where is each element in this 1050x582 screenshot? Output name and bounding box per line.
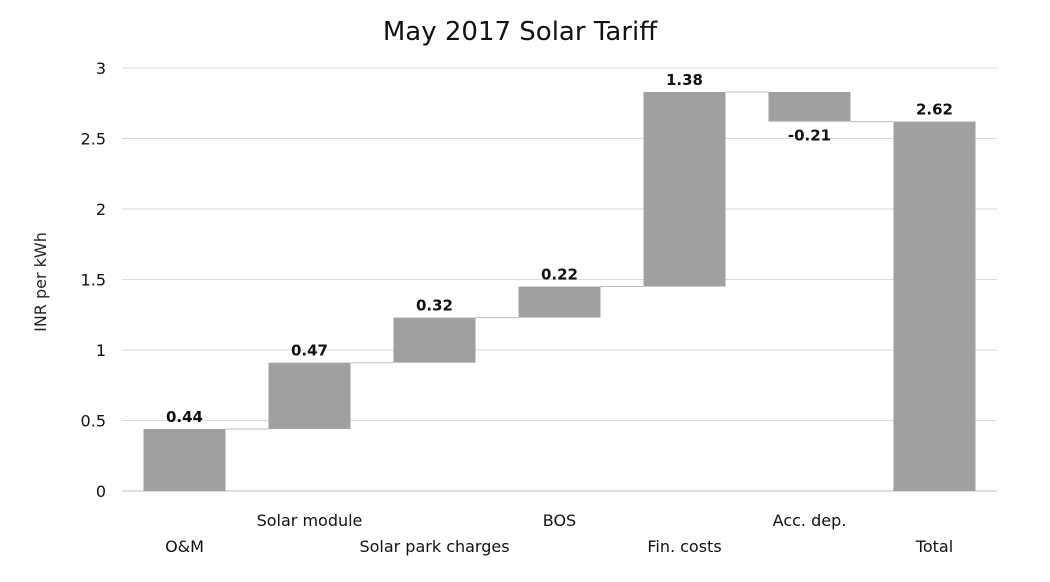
x-category-label: Fin. costs: [647, 537, 721, 556]
bar-0: [143, 428, 226, 491]
y-tick-label: 0.5: [81, 412, 106, 431]
x-category-layer: O&M Solar module Solar park charges BOS Fin.…: [165, 511, 953, 556]
y-tick-label: 1: [96, 341, 106, 360]
y-tick-layer: 0 0.5 1 1.5 2 2.5 3: [81, 59, 106, 501]
x-category-label: BOS: [543, 511, 576, 530]
data-label: 0.44: [166, 408, 203, 426]
y-axis-label: INR per kWh: [31, 232, 50, 332]
y-tick-label: 2.5: [81, 130, 106, 149]
bar-2: [393, 317, 476, 363]
bar-1: [268, 362, 351, 429]
y-tick-label: 0: [96, 482, 106, 501]
bar-4: [643, 91, 726, 287]
data-label: 1.38: [666, 71, 703, 89]
grid-layer: [122, 67, 997, 492]
x-category-label: Solar module: [257, 511, 363, 530]
bar-5: [768, 91, 851, 122]
chart-title: May 2017 Solar Tariff: [383, 17, 658, 47]
data-label: 2.62: [916, 101, 953, 119]
x-category-label: Acc. dep.: [773, 511, 847, 530]
data-label: 0.32: [416, 297, 453, 315]
bar-3: [518, 286, 601, 318]
y-tick-label: 3: [96, 59, 106, 78]
x-category-label: Total: [915, 537, 953, 556]
data-label: 0.22: [541, 266, 578, 284]
y-tick-label: 2: [96, 200, 106, 219]
data-label: 0.47: [291, 342, 328, 360]
data-label: -0.21: [788, 127, 831, 145]
y-tick-label: 1.5: [81, 271, 106, 290]
x-category-label: O&M: [165, 537, 204, 556]
data-label-layer: 0.44 0.47 0.32 0.22 1.38 -0.21 2.62: [166, 71, 953, 426]
connector-layer: [225, 91, 894, 430]
bar-6: [893, 121, 976, 491]
bar-layer: [143, 91, 976, 491]
x-category-label: Solar park charges: [359, 537, 509, 556]
